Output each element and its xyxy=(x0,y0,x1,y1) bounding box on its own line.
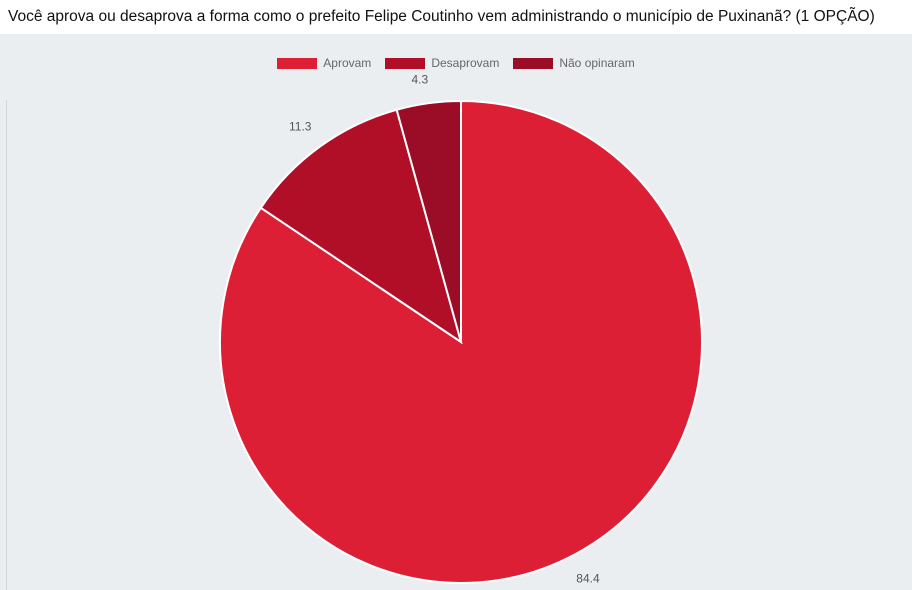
legend-swatch-nao-opinaram xyxy=(513,57,554,69)
pie-slice-nao-opinaram[interactable] xyxy=(395,99,462,343)
legend-label-nao-opinaram: Não opinaram xyxy=(559,56,635,70)
legend-swatch-aprovam xyxy=(277,57,318,69)
legend-label-aprovam: Aprovam xyxy=(323,56,372,70)
legend-item-aprovam[interactable]: Aprovam xyxy=(277,56,371,70)
pie-slice-aprovam[interactable] xyxy=(219,99,703,584)
data-label-desaprovam: 11.3 xyxy=(289,119,312,133)
chart-title: Você aprova ou desaprova a forma como o … xyxy=(0,0,912,34)
legend: Aprovam Desaprovam Não opinaram xyxy=(0,56,912,70)
legend-item-nao-opinaram[interactable]: Não opinaram xyxy=(513,56,635,70)
pie-slice-desaprovam[interactable] xyxy=(259,108,463,345)
legend-swatch-desaprovam xyxy=(385,57,426,69)
data-label-aprovam: 84.4 xyxy=(576,572,600,586)
legend-item-desaprovam[interactable]: Desaprovam xyxy=(385,56,499,70)
plot-border xyxy=(6,100,7,590)
legend-label-desaprovam: Desaprovam xyxy=(431,56,500,70)
data-label-nao-opinaram: 4.3 xyxy=(412,72,429,86)
